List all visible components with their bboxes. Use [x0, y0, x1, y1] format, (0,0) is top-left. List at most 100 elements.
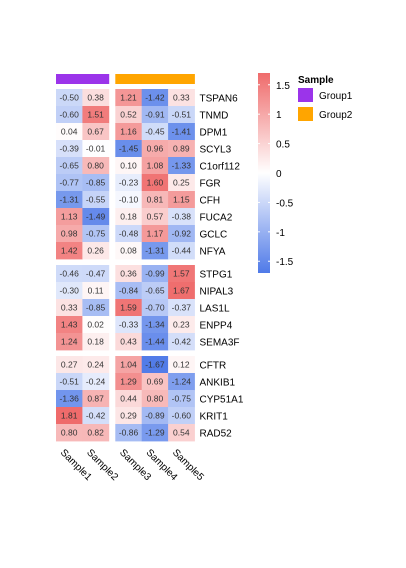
colorbar-gradient — [258, 73, 270, 273]
heatmap-cell — [56, 407, 83, 425]
heatmap-cell — [141, 299, 169, 317]
cell-value-label: -1.31 — [60, 195, 80, 205]
legend-swatch-group2 — [298, 107, 313, 121]
heatmap-cell — [82, 106, 110, 124]
cell-value-label: -0.38 — [172, 212, 192, 222]
heatmap-cell — [82, 282, 110, 300]
heatmap-cell — [168, 140, 195, 158]
row-label-fuca2: FUCA2 — [200, 213, 233, 224]
heatmap-cell — [82, 407, 110, 425]
heatmap-cell — [141, 333, 169, 351]
cell-value-label: -0.86 — [119, 428, 139, 438]
row-label-gclc: GCLC — [200, 230, 228, 241]
cell-value-label: 0.82 — [87, 428, 104, 438]
cell-value-label: -0.50 — [60, 93, 80, 103]
cell-value-label: 0.11 — [88, 286, 104, 296]
heatmap-cell — [115, 299, 143, 317]
heatmap-cell — [168, 356, 195, 374]
cell-value-label: -1.45 — [119, 144, 139, 154]
row-label-nipal3: NIPAL3 — [200, 287, 234, 298]
cell-value-label: -1.34 — [145, 320, 165, 330]
cell-value-label: 1.67 — [173, 286, 190, 296]
row-label-nfya: NFYA — [200, 247, 226, 258]
sample-annotation-bar — [56, 74, 195, 84]
heatmap-cell — [141, 282, 169, 300]
cell-value-label: -0.45 — [145, 127, 165, 137]
row-label-c1orf112: C1orf112 — [200, 162, 241, 173]
cell-value-label: 1.08 — [147, 161, 164, 171]
cell-value-label: -0.01 — [86, 144, 106, 154]
heatmap-cell — [141, 265, 169, 283]
cell-value-label: 1.81 — [61, 411, 78, 421]
heatmap-cell — [82, 356, 110, 374]
legend-label-group1: Group1 — [319, 91, 353, 102]
row-label-cyp51a1: CYP51A1 — [200, 395, 244, 406]
cell-value-label: -0.42 — [86, 411, 106, 421]
heatmap-cell — [82, 225, 110, 243]
cell-value-label: 0.80 — [87, 161, 104, 171]
cell-value-label: -0.85 — [86, 303, 106, 313]
heatmap-cell — [141, 123, 169, 141]
cell-value-label: -1.44 — [145, 337, 165, 347]
heatmap-cell — [115, 316, 143, 334]
heatmap-cell — [141, 316, 169, 334]
cell-value-label: -0.10 — [119, 195, 139, 205]
cell-value-label: 1.04 — [120, 360, 137, 370]
heatmap-cell — [82, 424, 110, 442]
heatmap-cell — [82, 140, 110, 158]
cell-value-label: 0.38 — [87, 93, 104, 103]
row-label-sema3f: SEMA3F — [200, 338, 240, 349]
heatmap-cells: -0.50 0.38 1.21 -1.42 0.33 -0.60 1.51 0.52 -0.91… — [56, 89, 195, 442]
heatmap-cell — [168, 89, 195, 107]
cell-value-label: 1.24 — [61, 337, 78, 347]
heatmap-cell — [141, 174, 169, 192]
annotation-cell-sample4 — [141, 74, 169, 84]
heatmap-cell — [141, 140, 169, 158]
cell-value-label: 0.80 — [147, 394, 164, 404]
cell-value-label: 0.29 — [120, 411, 137, 421]
cell-value-label: 0.89 — [173, 144, 190, 154]
heatmap-cell — [82, 191, 110, 209]
row-label-enpp4: ENPP4 — [200, 321, 233, 332]
cell-value-label: -1.67 — [145, 360, 165, 370]
cell-value-label: 0.87 — [87, 394, 104, 404]
cell-value-label: -0.48 — [119, 229, 139, 239]
cell-value-label: -1.36 — [60, 394, 80, 404]
row-label-scyl3: SCYL3 — [200, 145, 232, 156]
cell-value-label: -0.99 — [145, 269, 165, 279]
heatmap-cell — [56, 174, 83, 192]
cell-value-label: 0.33 — [173, 93, 190, 103]
row-label-tnmd: TNMD — [200, 111, 229, 122]
heatmap-cell — [56, 265, 83, 283]
row-label-cftr: CFTR — [200, 361, 227, 372]
cell-value-label: -0.33 — [119, 320, 139, 330]
heatmap-cell — [82, 89, 110, 107]
heatmap-cell — [141, 191, 169, 209]
heatmap-cell — [141, 373, 169, 391]
heatmap-cell — [56, 356, 83, 374]
cell-value-label: -0.70 — [145, 303, 165, 313]
cell-value-label: 0.81 — [147, 195, 164, 205]
heatmap-cell — [115, 265, 143, 283]
heatmap-cell — [168, 373, 195, 391]
cell-value-label: -0.85 — [86, 178, 106, 188]
cell-value-label: 0.96 — [147, 144, 164, 154]
heatmap-cell — [56, 123, 83, 141]
cell-value-label: -1.33 — [172, 161, 192, 171]
legend-label-group2: Group2 — [319, 110, 353, 121]
cell-value-label: 1.13 — [61, 212, 78, 222]
heatmap-cell — [82, 333, 110, 351]
cell-value-label: 0.12 — [173, 360, 190, 370]
heatmap-cell — [168, 265, 195, 283]
cell-value-label: 0.36 — [120, 269, 137, 279]
cell-value-label: -0.42 — [172, 337, 192, 347]
cell-value-label: -0.92 — [172, 229, 192, 239]
row-label-stpg1: STPG1 — [200, 270, 233, 281]
cell-value-label: 1.43 — [61, 320, 78, 330]
heatmap-cell — [115, 242, 143, 260]
heatmap-cell — [168, 106, 195, 124]
heatmap-cell — [115, 191, 143, 209]
heatmap-cell — [115, 123, 143, 141]
heatmap-cell — [168, 208, 195, 226]
